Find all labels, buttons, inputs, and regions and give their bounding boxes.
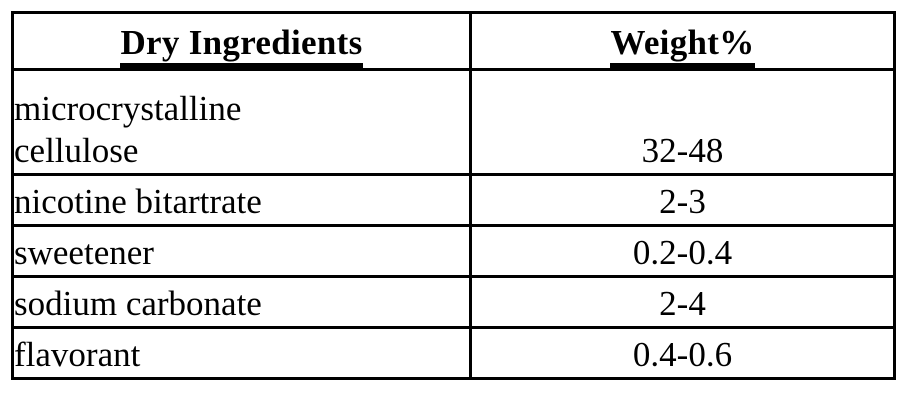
column-header-dry-ingredients: Dry Ingredients <box>13 13 471 70</box>
column-header-weight-percent-label: Weight% <box>610 25 754 68</box>
table-row: nicotine bitartrate 2-3 <box>13 175 895 226</box>
column-header-dry-ingredients-label: Dry Ingredients <box>120 25 362 68</box>
table-row: sweetener 0.2-0.4 <box>13 226 895 277</box>
cell-ingredient-name: sodium carbonate <box>13 277 471 328</box>
cell-ingredient-name: nicotine bitartrate <box>13 175 471 226</box>
cell-weight-percent: 2-3 <box>471 175 895 226</box>
column-header-weight-percent: Weight% <box>471 13 895 70</box>
table-header: Dry Ingredients Weight% <box>13 13 895 70</box>
cell-weight-percent: 0.4-0.6 <box>471 328 895 379</box>
table-header-row: Dry Ingredients Weight% <box>13 13 895 70</box>
cell-ingredient-name-line-2: cellulose <box>14 130 469 173</box>
cell-ingredient-name: flavorant <box>13 328 471 379</box>
cell-ingredient-name-line-1: microcrystalline <box>14 88 469 131</box>
table-body: microcrystalline cellulose 32-48 nicotin… <box>13 70 895 379</box>
table-row: microcrystalline cellulose 32-48 <box>13 70 895 175</box>
table-row: sodium carbonate 2-4 <box>13 277 895 328</box>
cell-weight-percent: 32-48 <box>471 70 895 175</box>
cell-ingredient-name: sweetener <box>13 226 471 277</box>
cell-ingredient-name: microcrystalline cellulose <box>13 70 471 175</box>
cell-weight-percent: 2-4 <box>471 277 895 328</box>
dry-ingredients-table: Dry Ingredients Weight% microcrystalline… <box>11 11 896 380</box>
table-row: flavorant 0.4-0.6 <box>13 328 895 379</box>
page-root: Dry Ingredients Weight% microcrystalline… <box>0 0 906 407</box>
cell-weight-percent: 0.2-0.4 <box>471 226 895 277</box>
